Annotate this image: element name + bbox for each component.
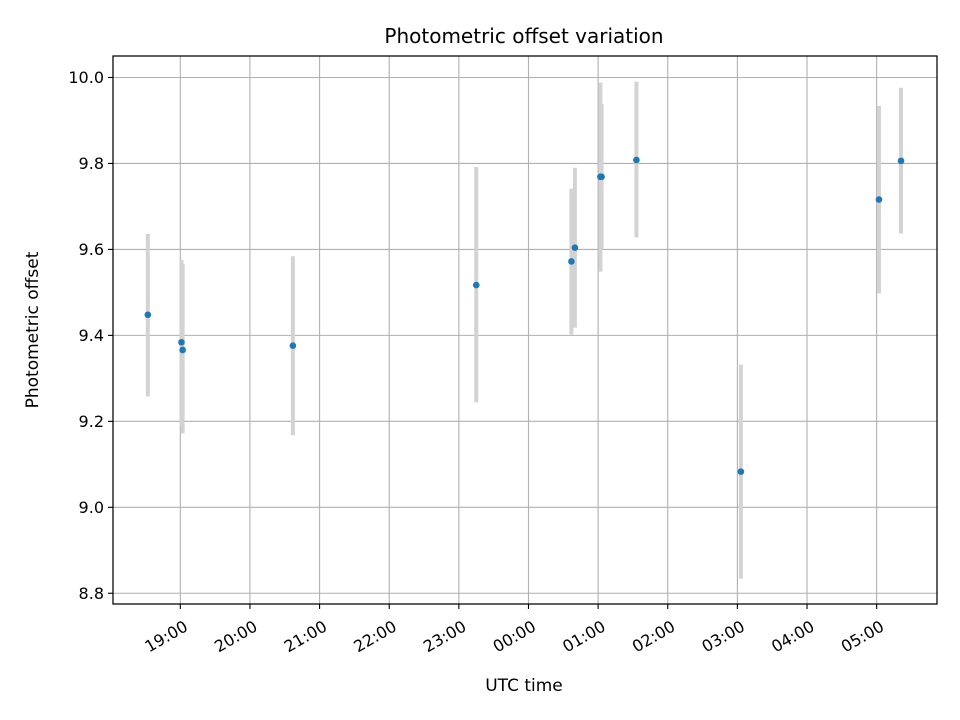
y-axis-label: Photometric offset [23,251,43,408]
plot-frame [112,55,938,605]
y-tick-label: 9.6 [79,240,104,259]
data-point [289,342,297,349]
data-point [598,173,605,181]
data-point [737,468,745,475]
data-point [144,311,152,319]
data-point [875,196,883,203]
data-point [633,156,640,164]
y-tick-label: 9.8 [79,154,104,173]
y-tick-label: 9.2 [79,412,104,431]
data-point [571,244,579,251]
data-points [144,156,905,475]
data-point [178,338,185,346]
x-axis-label: UTC time [485,676,563,696]
data-point [179,346,186,354]
data-point [568,258,575,265]
data-point [897,157,905,165]
y-axis-ticks: 8.8 9.0 9.2 9.4 9.6 9.8 10.0 [68,68,113,603]
y-tick-label: 9.0 [79,498,104,517]
grid-lines [113,56,937,604]
data-point [472,281,480,289]
y-tick-label: 10.0 [68,68,104,87]
chart-title: Photometric offset variation [384,24,663,48]
y-tick-label: 9.4 [79,326,104,345]
y-tick-label: 8.8 [79,584,104,603]
